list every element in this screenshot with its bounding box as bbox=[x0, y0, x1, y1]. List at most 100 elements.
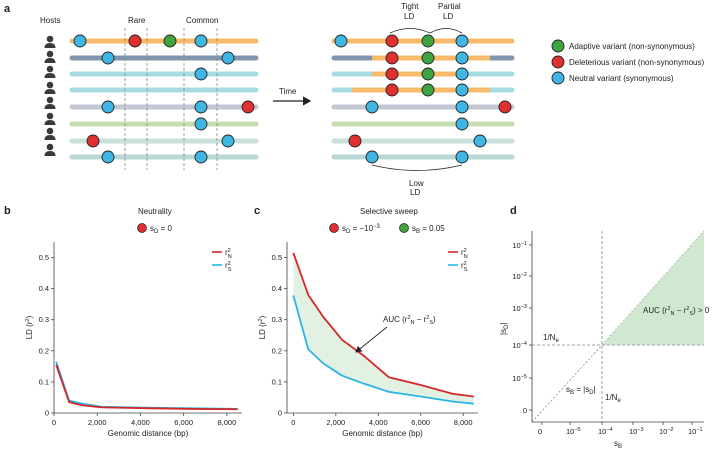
neutral-legend-swatch bbox=[551, 71, 565, 85]
ne-label: 1/Ne bbox=[605, 393, 621, 404]
tight-ld-bracket bbox=[389, 28, 431, 34]
neutral-variant bbox=[101, 100, 115, 114]
neutral-variant bbox=[221, 134, 235, 148]
x-tick-label: 4,000 bbox=[131, 418, 150, 427]
panel-b: b Neutrality sD = 0 0 0.1 0.2 0.3 0.4 0.5 0 2,0… bbox=[4, 205, 242, 438]
auc-annotation: AUC (r2N − r2S) bbox=[383, 315, 436, 326]
y-tick-exp: −1 bbox=[521, 241, 527, 247]
host-icon bbox=[44, 127, 56, 140]
low-ld-label: LD bbox=[410, 188, 420, 197]
y-tick-label: 0.3 bbox=[39, 315, 49, 324]
legend-label: r2 S bbox=[225, 261, 232, 273]
y-tick-label: 0.4 bbox=[272, 284, 282, 293]
neutral-variant bbox=[365, 150, 379, 164]
y-tick-label: 0.5 bbox=[272, 253, 282, 262]
right-variants bbox=[334, 34, 512, 164]
host-icon bbox=[44, 96, 56, 109]
y-tick-label: 10−1 bbox=[512, 241, 527, 250]
x-tick-label: 10−2 bbox=[659, 427, 674, 436]
deleterious-variant bbox=[86, 134, 100, 148]
deleterious-variant bbox=[348, 134, 362, 148]
deleterious-variant bbox=[498, 100, 512, 114]
neutral-variant bbox=[455, 100, 469, 114]
x-tick-exp: −1 bbox=[696, 427, 702, 433]
x-tick-label: 0 bbox=[52, 418, 56, 427]
time-label: Time bbox=[279, 87, 297, 96]
adaptive-variant bbox=[421, 67, 435, 81]
neutral-variant bbox=[101, 51, 115, 65]
panel-a: a Hosts Rare Common bbox=[4, 2, 705, 197]
deleterious-variant bbox=[128, 34, 142, 48]
diagonal-line bbox=[531, 344, 603, 423]
adaptive-variant bbox=[421, 34, 435, 48]
x-axis-label: Genomic distance (bp) bbox=[108, 429, 189, 438]
legend-sup: 2 bbox=[228, 261, 231, 267]
neutral-variant bbox=[455, 67, 469, 81]
y-axis-label: LD (r2) bbox=[258, 315, 267, 339]
legend-sub: N bbox=[228, 254, 232, 260]
legend-label: Neutral variant (synonymous) bbox=[569, 74, 674, 83]
deleterious-variant bbox=[385, 83, 399, 97]
x-tick-label: 6,000 bbox=[174, 418, 193, 427]
host-icon bbox=[44, 81, 56, 94]
neutral-variant bbox=[221, 51, 235, 65]
y-tick-label: 0.3 bbox=[272, 315, 282, 324]
host-icon bbox=[44, 112, 56, 125]
tight-ld-label: Tight bbox=[401, 2, 419, 11]
neutral-variant bbox=[73, 34, 87, 48]
x-tick-exp: −5 bbox=[574, 427, 580, 433]
common-label: Common bbox=[186, 16, 218, 25]
x-tick-exp: −2 bbox=[667, 427, 673, 433]
r2s-line bbox=[292, 295, 474, 405]
y-tick-label: 0.2 bbox=[272, 346, 282, 355]
auc-region-label: AUC (r2N − r2S) > 0 bbox=[643, 306, 710, 317]
legend-sup: 2 bbox=[228, 248, 231, 254]
neutral-variant bbox=[101, 150, 115, 164]
legend-sup: 2 bbox=[464, 261, 467, 267]
y-tick-label: 0 bbox=[45, 409, 49, 418]
sd-legend-marker bbox=[329, 223, 339, 233]
y-axis-label-end: ) bbox=[258, 315, 267, 318]
deleterious-variant bbox=[385, 67, 399, 81]
panel-c-letter: c bbox=[254, 205, 260, 217]
panel-c: c Selective sweep sD = −10−3 sB = 0.05 0… bbox=[254, 205, 478, 438]
y-tick-label: 10−3 bbox=[512, 304, 527, 313]
variant-legend: Adaptive variant (non-synonymous) Delete… bbox=[551, 39, 705, 85]
x-tick-label: 2,000 bbox=[326, 418, 345, 427]
x-tick-label: 10−4 bbox=[598, 427, 613, 436]
deleterious-variant bbox=[385, 34, 399, 48]
left-variants bbox=[73, 34, 255, 164]
panel-b-letter: b bbox=[4, 205, 11, 217]
partial-ld-label: LD bbox=[443, 12, 453, 21]
y-tick-exp: −2 bbox=[521, 272, 527, 278]
y-tick-exp: −4 bbox=[521, 341, 527, 347]
sd-legend: sD = −10−3 bbox=[342, 224, 381, 235]
panel-b-title: Neutrality bbox=[138, 207, 172, 216]
legend-label: r2 S bbox=[461, 261, 468, 273]
y-axis-label-sup: 2 bbox=[25, 318, 31, 321]
neutral-variant bbox=[365, 100, 379, 114]
auc-arrow bbox=[355, 326, 388, 353]
panel-d-xlabel: sB bbox=[614, 439, 622, 450]
low-ld-label: Low bbox=[409, 179, 424, 188]
legend-label: Adaptive variant (non-synonymous) bbox=[569, 42, 695, 51]
y-tick-label: 0.1 bbox=[272, 377, 282, 386]
adaptive-variant bbox=[163, 34, 177, 48]
r2s-line bbox=[55, 361, 238, 410]
tight-ld-label: LD bbox=[404, 12, 414, 21]
x-tick-label: 6,000 bbox=[411, 418, 430, 427]
sd-legend-marker bbox=[137, 223, 147, 233]
neutral-variant bbox=[455, 51, 469, 65]
deleterious-variant bbox=[241, 100, 255, 114]
y-tick-exp: −3 bbox=[521, 304, 527, 310]
adaptive-legend-swatch bbox=[551, 39, 565, 53]
x-tick-label: 8,000 bbox=[217, 418, 236, 427]
y-axis-label-sup: 2 bbox=[258, 318, 264, 321]
x-tick-label: 10−1 bbox=[688, 427, 703, 436]
hosts-icons bbox=[44, 35, 56, 156]
y-tick-label: 0 bbox=[523, 406, 527, 415]
selective-sweep-chart: 0 0.1 0.2 0.3 0.4 0.5 0 2,000 4,000 6,000 8,000 Gen… bbox=[258, 242, 478, 438]
neutral-variant bbox=[455, 150, 469, 164]
deleterious-legend-swatch bbox=[551, 55, 565, 69]
